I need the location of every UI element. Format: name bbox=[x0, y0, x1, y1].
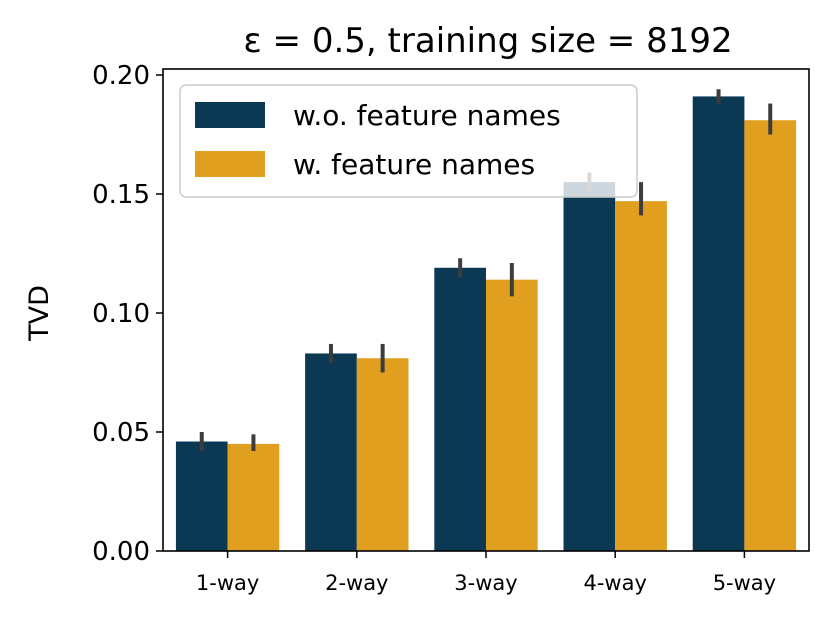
bar-1-way-series-2 bbox=[227, 443, 280, 551]
y-tick-label: 0.20 bbox=[92, 61, 150, 91]
legend-label: w. feature names bbox=[293, 148, 535, 181]
x-tick-label: 1-way bbox=[196, 571, 259, 595]
bar-1-way-series-1 bbox=[175, 441, 228, 551]
bars-layer bbox=[175, 96, 797, 552]
y-tick-label: 0.15 bbox=[92, 180, 150, 210]
y-axis-label: TVD bbox=[24, 285, 55, 342]
bar-4-way-series-1 bbox=[563, 182, 616, 551]
bar-3-way-series-1 bbox=[434, 267, 486, 551]
bar-5-way-series-1 bbox=[692, 96, 745, 552]
x-axis: 1-way 2-way 3-way 4-way 5-way bbox=[196, 551, 776, 595]
bar-2-way-series-1 bbox=[305, 353, 357, 551]
legend-swatch bbox=[195, 151, 265, 177]
x-tick-label: 3-way bbox=[454, 571, 517, 595]
y-tick-label: 0.05 bbox=[92, 418, 150, 448]
bar-3-way-series-2 bbox=[486, 279, 538, 551]
y-tick-label: 0.10 bbox=[92, 299, 150, 329]
x-tick-label: 4-way bbox=[583, 571, 646, 595]
x-tick-label: 2-way bbox=[325, 571, 388, 595]
bar-4-way-series-2 bbox=[615, 201, 667, 551]
bar-5-way-series-2 bbox=[744, 120, 797, 551]
y-axis: 0.00 0.05 0.10 0.15 0.20 bbox=[92, 61, 163, 567]
legend: w.o. feature names w. feature names bbox=[179, 84, 638, 198]
x-tick-label: 5-way bbox=[713, 571, 776, 595]
legend-swatch bbox=[195, 102, 265, 128]
legend-box bbox=[179, 84, 638, 198]
chart-title: ε = 0.5, training size = 8192 bbox=[243, 21, 732, 61]
bar-2-way-series-2 bbox=[356, 358, 409, 551]
legend-label: w.o. feature names bbox=[293, 99, 561, 132]
y-tick-label: 0.00 bbox=[92, 537, 150, 567]
